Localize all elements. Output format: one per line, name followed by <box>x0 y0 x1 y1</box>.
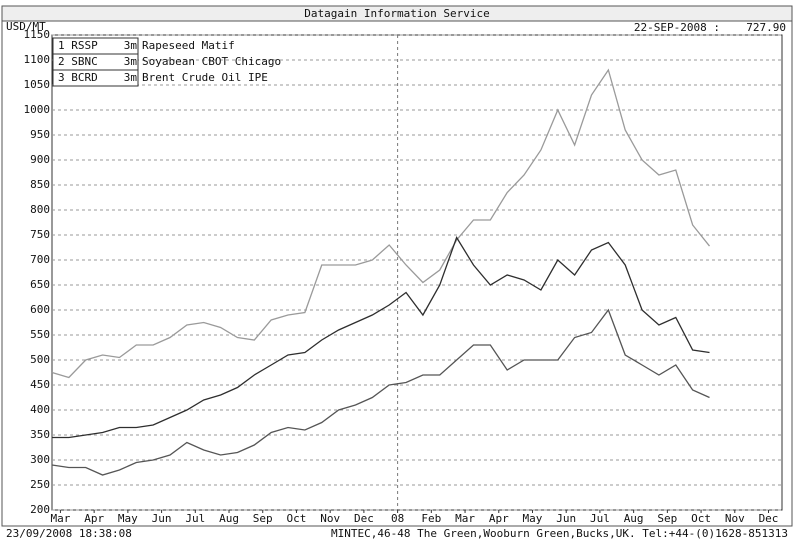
footer-left: 23/09/2008 18:38:08 <box>6 527 132 540</box>
x-tick-label: Apr <box>84 512 104 525</box>
x-tick-label: Mar <box>50 512 70 525</box>
y-tick-label: 250 <box>30 478 50 491</box>
x-tick-label: Sep <box>657 512 677 525</box>
legend-contract: 3m <box>124 71 138 84</box>
x-tick-label: Apr <box>489 512 509 525</box>
y-tick-label: 700 <box>30 253 50 266</box>
x-tick-label: Jun <box>152 512 172 525</box>
legend-name: Soyabean CBOT Chicago <box>142 55 281 68</box>
x-tick-label: Nov <box>320 512 340 525</box>
legend-name: Brent Crude Oil IPE <box>142 71 268 84</box>
x-tick-label: May <box>523 512 543 525</box>
frame <box>1 5 793 527</box>
chart-title: Datagain Information Service <box>304 7 489 20</box>
y-tick-label: 450 <box>30 378 50 391</box>
y-tick-label: 400 <box>30 403 50 416</box>
x-tick-label: Mar <box>455 512 475 525</box>
legend-name: Rapeseed Matif <box>142 39 235 52</box>
x-tick-label: Dec <box>354 512 374 525</box>
footer-right: MINTEC,46-48 The Green,Wooburn Green,Buc… <box>331 527 788 540</box>
series-line <box>52 235 710 439</box>
x-tick-label: Aug <box>624 512 644 525</box>
x-tick-label: Feb <box>421 512 441 525</box>
x-tick-label: Jul <box>185 512 205 525</box>
x-tick-label: Oct <box>287 512 307 525</box>
legend-box <box>52 37 139 87</box>
y-tick-label: 900 <box>30 153 50 166</box>
legend-code: 3 BCRD <box>58 71 98 84</box>
x-tick-label: Oct <box>691 512 711 525</box>
y-tick-label: 200 <box>30 503 50 516</box>
x-tick-label: 08 <box>391 512 404 525</box>
legend-contract: 3m <box>124 39 138 52</box>
y-tick-label: 350 <box>30 428 50 441</box>
x-tick-label: Dec <box>759 512 779 525</box>
y-tick-label: 750 <box>30 228 50 241</box>
y-tick-label: 1000 <box>24 103 51 116</box>
y-tick-label: 650 <box>30 278 50 291</box>
series-line <box>51 68 711 379</box>
y-tick-label: 800 <box>30 203 50 216</box>
y-tick-label: 850 <box>30 178 50 191</box>
x-tick-label: Aug <box>219 512 239 525</box>
y-axis-label: USD/MT <box>6 20 46 33</box>
y-tick-label: 600 <box>30 303 50 316</box>
x-tick-label: Nov <box>725 512 745 525</box>
legend-contract: 3m <box>124 55 138 68</box>
y-tick-label: 300 <box>30 453 50 466</box>
y-tick-label: 1150 <box>24 28 51 41</box>
y-tick-label: 500 <box>30 353 50 366</box>
date-label: 22-SEP-2008 : <box>634 21 720 34</box>
x-tick-label: May <box>118 512 138 525</box>
x-tick-label: Jun <box>556 512 576 525</box>
x-tick-label: Jul <box>590 512 610 525</box>
y-tick-label: 1100 <box>24 53 51 66</box>
plot-area <box>51 34 783 511</box>
legend-code: 1 RSSP <box>58 39 98 52</box>
x-tick-label: Sep <box>253 512 273 525</box>
y-tick-label: 550 <box>30 328 50 341</box>
series-line <box>51 308 710 476</box>
last-value: 727.90 <box>746 21 786 34</box>
y-tick-label: 1050 <box>24 78 51 91</box>
legend-code: 2 SBNC <box>58 55 98 68</box>
legend-row <box>52 69 139 87</box>
y-tick-label: 950 <box>30 128 50 141</box>
title-bar <box>1 5 793 22</box>
